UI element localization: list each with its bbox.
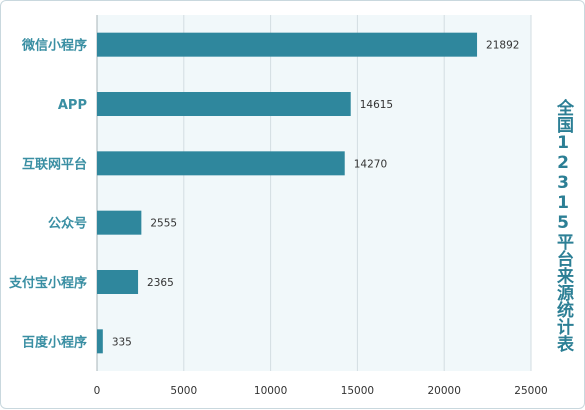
category-label: 微信小程序 [21, 38, 87, 54]
chart-title: 全国12315平台来源统计表 [553, 99, 573, 352]
data-label: 2365 [147, 277, 174, 289]
bar [97, 92, 351, 116]
bar [97, 210, 142, 235]
data-label: 14270 [354, 158, 387, 170]
category-label: APP [58, 98, 87, 113]
data-label: 21892 [486, 40, 519, 52]
category-label: 百度小程序 [22, 334, 87, 350]
x-tick-label: 25000 [514, 385, 547, 397]
bar [97, 270, 139, 294]
bar [97, 329, 103, 354]
x-tick-label: 20000 [427, 385, 460, 397]
data-label: 335 [112, 336, 132, 348]
bar [97, 151, 345, 176]
category-label: 公众号 [48, 216, 87, 232]
x-tick-label: 0 [94, 385, 101, 397]
data-label: 14615 [360, 99, 393, 111]
category-label: 支付宝小程序 [8, 275, 87, 291]
x-tick-label: 10000 [254, 385, 287, 397]
bar [97, 32, 478, 57]
plot-area [97, 15, 531, 371]
x-tick-label: 15000 [341, 385, 374, 397]
category-label: 互联网平台 [22, 156, 87, 172]
x-tick-label: 5000 [170, 385, 197, 397]
data-label: 2555 [150, 218, 177, 230]
